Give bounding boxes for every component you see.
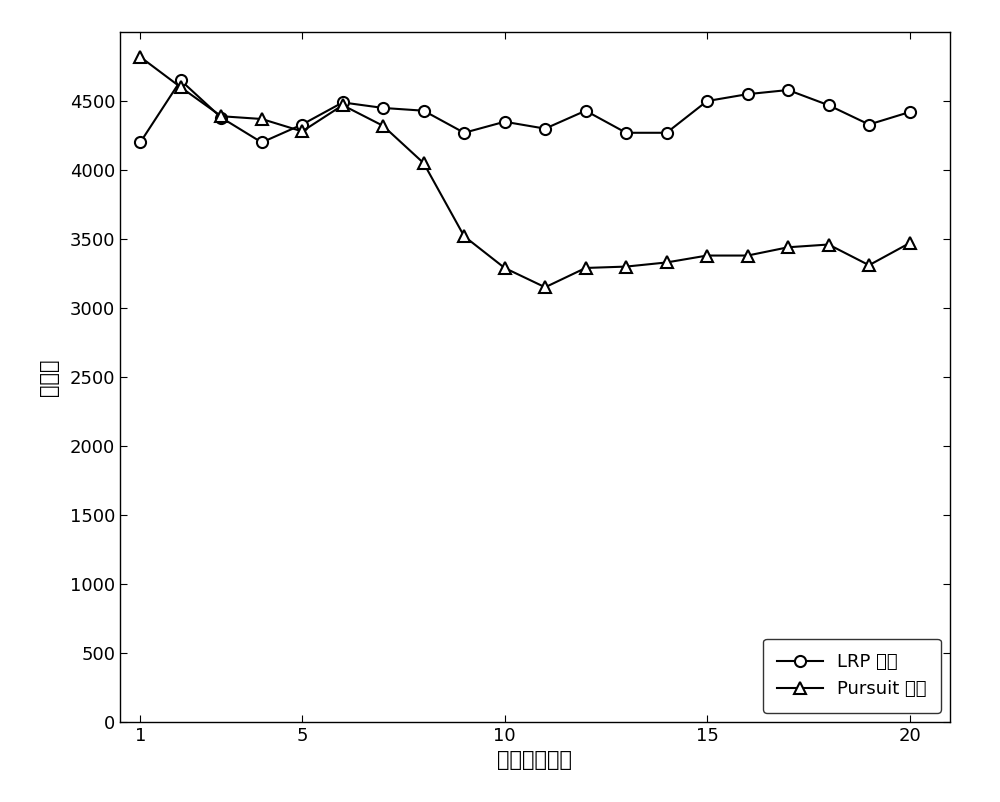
X-axis label: 节点发现次数: 节点发现次数 [498,750,572,770]
Pursuit 算法 [823,240,835,249]
Pursuit 算法 [661,257,673,267]
Pursuit 算法 [215,111,227,121]
Pursuit 算法 [175,83,187,92]
Line: Pursuit 算法: Pursuit 算法 [135,51,915,293]
Legend: LRP 算法, Pursuit 算法: LRP 算法, Pursuit 算法 [763,639,941,713]
Y-axis label: 时隙数: 时隙数 [39,358,59,395]
LRP 算法 [215,113,227,123]
LRP 算法 [904,107,916,117]
LRP 算法 [863,119,875,129]
LRP 算法 [701,96,713,106]
Pursuit 算法 [620,261,632,271]
Pursuit 算法 [418,158,430,168]
LRP 算法 [661,128,673,138]
Pursuit 算法 [701,251,713,261]
LRP 算法 [742,89,754,99]
LRP 算法 [823,100,835,110]
Pursuit 算法 [296,127,308,136]
Pursuit 算法 [499,263,511,273]
LRP 算法 [256,138,268,148]
LRP 算法 [458,128,470,138]
LRP 算法 [539,124,551,133]
LRP 算法 [175,75,187,85]
Pursuit 算法 [134,52,146,62]
LRP 算法 [782,85,794,95]
LRP 算法 [620,128,632,138]
LRP 算法 [337,98,349,107]
LRP 算法 [580,106,592,115]
Pursuit 算法 [742,251,754,261]
Pursuit 算法 [782,242,794,252]
Pursuit 算法 [904,238,916,248]
LRP 算法 [134,138,146,148]
LRP 算法 [377,103,389,113]
Pursuit 算法 [256,114,268,124]
Pursuit 算法 [863,261,875,270]
LRP 算法 [296,119,308,129]
LRP 算法 [418,106,430,115]
Pursuit 算法 [458,232,470,241]
LRP 算法 [499,117,511,127]
Pursuit 算法 [377,121,389,131]
Pursuit 算法 [580,263,592,273]
Pursuit 算法 [337,100,349,110]
Line: LRP 算法: LRP 算法 [135,75,915,148]
Pursuit 算法 [539,282,551,292]
